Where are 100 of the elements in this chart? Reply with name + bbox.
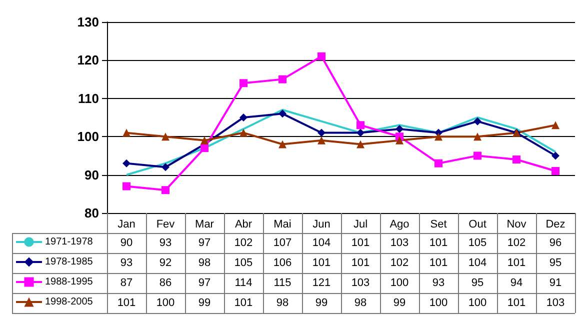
data-label: 107 [272, 236, 293, 251]
data-label: 101 [350, 236, 371, 251]
y-tick-label: 100 [77, 129, 99, 144]
y-tick-label: 90 [84, 167, 99, 182]
data-label: 100 [155, 296, 176, 311]
point [318, 52, 326, 60]
x-tick-label: Out [468, 218, 486, 230]
data-label: 93 [431, 276, 446, 291]
data-label: 121 [311, 276, 332, 291]
point [162, 186, 170, 194]
data-label: 92 [158, 256, 173, 271]
point [240, 114, 248, 122]
y-tick-label: 80 [84, 206, 99, 220]
data-label: 102 [506, 236, 527, 251]
x-tick-label: Ago [390, 218, 410, 230]
point [356, 128, 364, 137]
data-label: 91 [548, 276, 563, 291]
x-tick-label: Mar [195, 218, 214, 230]
x-tick-label: Set [430, 218, 447, 230]
point [122, 128, 130, 137]
data-label: 100 [467, 296, 488, 311]
data-label: 102 [389, 256, 410, 271]
data-label: 90 [119, 236, 134, 251]
point [240, 128, 248, 137]
data-label: 102 [233, 236, 254, 251]
data-label: 104 [311, 236, 332, 251]
point [162, 132, 170, 141]
x-tick-label: Jul [353, 218, 368, 230]
point [552, 121, 560, 130]
legend-label: 1971-1978 [45, 236, 94, 248]
data-label: 106 [272, 256, 293, 271]
data-label: 101 [506, 296, 527, 311]
point [200, 144, 208, 152]
data-label: 93 [119, 256, 134, 271]
x-tick-label: Mai [274, 218, 292, 230]
point [512, 156, 520, 164]
data-label: 105 [467, 236, 488, 251]
data-label: 97 [197, 276, 212, 291]
point [278, 110, 286, 118]
data-label: 103 [545, 296, 566, 311]
data-label: 99 [314, 296, 329, 311]
point [278, 140, 286, 148]
point [356, 121, 364, 130]
data-label: 101 [506, 256, 527, 271]
data-label: 98 [353, 296, 368, 311]
point [474, 152, 482, 160]
point [474, 132, 482, 141]
x-tick-label: Jan [118, 218, 136, 230]
data-label: 96 [548, 236, 563, 251]
point [474, 117, 482, 126]
data-label: 115 [272, 276, 292, 291]
data-label: 101 [428, 236, 449, 251]
data-label: 86 [158, 276, 173, 291]
x-tick-label: Nov [506, 218, 527, 230]
data-label: 100 [389, 276, 410, 291]
x-tick-label: Abr [234, 218, 252, 230]
data-label: 105 [233, 256, 254, 271]
point [552, 152, 560, 160]
point [122, 159, 130, 168]
point [434, 132, 442, 141]
point [434, 159, 442, 168]
point [318, 128, 326, 137]
data-label: 99 [197, 296, 212, 311]
data-label: 114 [234, 276, 254, 291]
point [396, 136, 404, 144]
point [552, 166, 560, 175]
legend-label: 1998-2005 [45, 296, 94, 308]
data-label: 95 [548, 256, 563, 271]
data-label: 101 [311, 256, 332, 271]
data-label: 101 [233, 296, 254, 311]
data-label: 93 [158, 236, 173, 251]
data-label: 95 [470, 276, 485, 291]
point [240, 79, 248, 88]
x-tick-label: Jun [312, 218, 330, 230]
point [396, 124, 404, 133]
data-label: 100 [428, 296, 449, 311]
legend-label: 1988-1995 [45, 276, 94, 288]
point [122, 182, 130, 190]
point [200, 136, 208, 144]
x-tick-label: Fev [156, 218, 176, 230]
point [356, 140, 364, 148]
data-label: 99 [392, 296, 407, 311]
y-tick-label: 110 [78, 90, 99, 106]
point [278, 75, 286, 84]
data-label: 94 [509, 276, 524, 291]
data-label: 98 [275, 296, 290, 311]
data-label: 103 [389, 236, 410, 251]
data-label: 101 [428, 256, 449, 271]
data-label: 87 [119, 276, 134, 291]
x-tick-label: Dez [546, 218, 566, 230]
point [318, 136, 326, 144]
y-tick-label: 120 [77, 52, 99, 68]
legend-label: 1978-1985 [45, 256, 94, 268]
data-label: 97 [197, 236, 212, 251]
y-tick-label: 130 [77, 14, 99, 30]
data-label: 104 [467, 256, 488, 271]
data-label: 101 [116, 296, 137, 311]
data-label: 98 [197, 256, 212, 271]
data-label: 103 [350, 276, 371, 291]
point [162, 163, 170, 172]
